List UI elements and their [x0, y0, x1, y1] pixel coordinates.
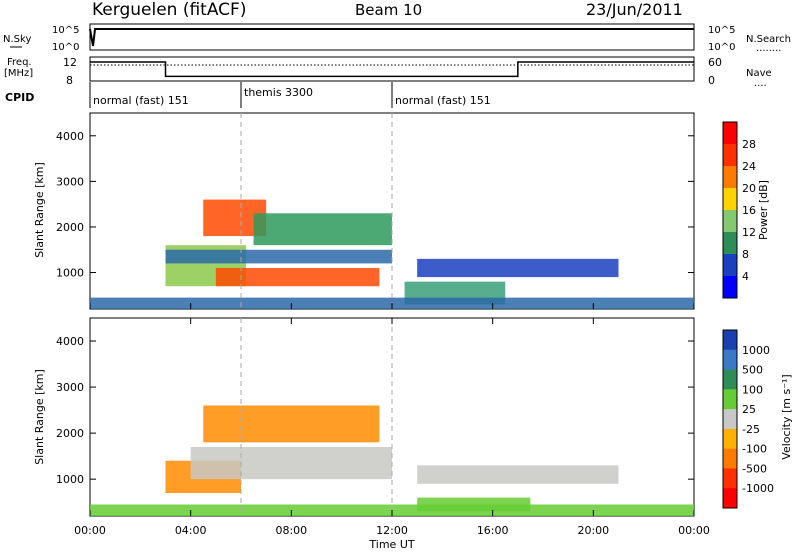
- x-axis-ticks: 00:00 04:00 08:00 12:00 16:00 20:00 00:00: [74, 303, 710, 537]
- data-region: [203, 405, 380, 443]
- x-tick-label: 00:00: [74, 524, 106, 537]
- cbar-swatch: [723, 254, 737, 277]
- date-title: 23/Jun/2011: [586, 0, 683, 19]
- cbar-tick-label: 8: [742, 248, 749, 261]
- cbar-tick-label: 100: [742, 383, 763, 396]
- velocity-yticks: 4000 3000 2000 1000: [56, 335, 694, 486]
- cbar-frame: [722, 329, 738, 509]
- x-tick-label: 08:00: [275, 524, 307, 537]
- cbar-swatch: [723, 188, 737, 211]
- cbar-tick-label: 16: [742, 204, 756, 217]
- y-tick-label: 3000: [56, 175, 84, 188]
- freq-right-tick-bottom: 0: [708, 74, 715, 87]
- cbar-swatch: [723, 468, 737, 489]
- cbar-tick-label: 20: [742, 182, 756, 195]
- cpid-segment-label: themis 3300: [244, 86, 313, 99]
- station-title: Kerguelen (fitACF): [92, 0, 246, 20]
- freq-left-label-2: [MHz]: [4, 68, 33, 79]
- nave-label: Nave: [746, 68, 772, 79]
- data-region: [190, 446, 392, 480]
- cbar-frame: [722, 121, 738, 299]
- cbar-tick-label: 24: [742, 160, 756, 173]
- nsky-right-tick-bottom: 10^0: [708, 42, 735, 53]
- cbar-swatch: [723, 389, 737, 410]
- y-tick-label: 4000: [56, 335, 84, 348]
- data-region: [165, 249, 392, 264]
- cbar-swatch: [723, 276, 737, 299]
- cbar-tick-label: 1000: [742, 344, 770, 357]
- freq-panel-frame: [89, 56, 695, 82]
- cbar-tick-label: 12: [742, 226, 756, 239]
- cbar-tick-label: -500: [742, 462, 767, 475]
- cbar-swatch: [723, 232, 737, 255]
- cbar-tick-label: -25: [742, 423, 760, 436]
- cbar-tick-label: 25: [742, 403, 756, 416]
- data-region: [215, 267, 380, 287]
- freq-trace: [90, 61, 694, 78]
- cbar-swatch: [723, 330, 737, 351]
- velocity-colorbar: 1000 500 100 25 -25 -100 -500 -1000: [722, 329, 774, 509]
- power-panel: Slant Range [km] 4000 3000 2000 1000: [33, 112, 695, 310]
- x-tick-label: 04:00: [175, 524, 207, 537]
- x-tick-label: 20:00: [577, 524, 609, 537]
- beam-title: Beam 10: [355, 1, 422, 19]
- cbar-swatch: [723, 409, 737, 430]
- cpid-label: CPID: [5, 91, 34, 104]
- nsky-left-label: N.Sky: [3, 34, 31, 45]
- y-tick-label: 2000: [56, 427, 84, 440]
- nsky-panel-frame: [89, 23, 695, 51]
- nsky-left-tick-top: 10^5: [52, 25, 79, 36]
- x-axis-label: Time UT: [368, 538, 414, 551]
- y-tick-label: 3000: [56, 381, 84, 394]
- x-tick-label: 16:00: [477, 524, 509, 537]
- data-region: [417, 465, 619, 484]
- nsky-right-label: N.Search: [746, 34, 791, 45]
- power-cbar-label: Power [dB]: [757, 180, 770, 240]
- cbar-swatch: [723, 166, 737, 189]
- cbar-swatch: [723, 122, 737, 145]
- power-ylabel: Slant Range [km]: [33, 162, 46, 258]
- cbar-swatch: [723, 349, 737, 371]
- freq-left-tick-bottom: 8: [66, 74, 73, 87]
- y-tick-label: 1000: [56, 267, 84, 280]
- cbar-tick-label: -1000: [742, 482, 774, 495]
- nsky-left-tick-bottom: 10^0: [52, 42, 79, 53]
- cbar-swatch: [723, 144, 737, 167]
- cbar-swatch: [723, 369, 737, 390]
- freq-left-label-1: Freq.: [7, 57, 32, 68]
- nave-linestyle: ....: [754, 78, 767, 89]
- velocity-panel: Slant Range [km] 4000 3000 2000 1000: [33, 317, 695, 517]
- nsky-right-linestyle: ........: [756, 43, 781, 54]
- velocity-ylabel: Slant Range [km]: [33, 369, 46, 465]
- velocity-cbar-label: Velocity [m s⁻¹]: [780, 374, 793, 459]
- y-tick-label: 1000: [56, 473, 84, 486]
- power-yticks: 4000 3000 2000 1000: [56, 130, 694, 280]
- power-colorbar: 28 24 20 16 12 8 4: [722, 121, 756, 299]
- cbar-swatch: [723, 488, 737, 509]
- freq-right-tick-top: 60: [708, 56, 722, 69]
- y-tick-label: 4000: [56, 130, 84, 143]
- cpid-segment-label: normal (fast) 151: [93, 94, 189, 107]
- x-tick-label: 12:00: [376, 524, 408, 537]
- y-tick-label: 2000: [56, 221, 84, 234]
- cpid-segment-label: normal (fast) 151: [395, 94, 491, 107]
- cbar-swatch: [723, 448, 737, 469]
- cbar-tick-label: -100: [742, 443, 767, 456]
- cbar-swatch: [723, 428, 737, 450]
- cpid-segments: normal (fast) 151 themis 3300 normal (fast…: [93, 82, 491, 108]
- data-region: [417, 258, 619, 278]
- cbar-tick-label: 28: [742, 138, 756, 151]
- cbar-tick-label: 500: [742, 364, 763, 377]
- freq-left-tick-top: 12: [63, 56, 77, 69]
- cbar-swatch: [723, 210, 737, 233]
- cbar-tick-label: 4: [742, 270, 749, 283]
- x-tick-label: 00:00: [678, 524, 710, 537]
- nsky-trace: [89, 28, 694, 47]
- nsky-right-tick-top: 10^5: [708, 25, 735, 36]
- data-region: [253, 213, 392, 246]
